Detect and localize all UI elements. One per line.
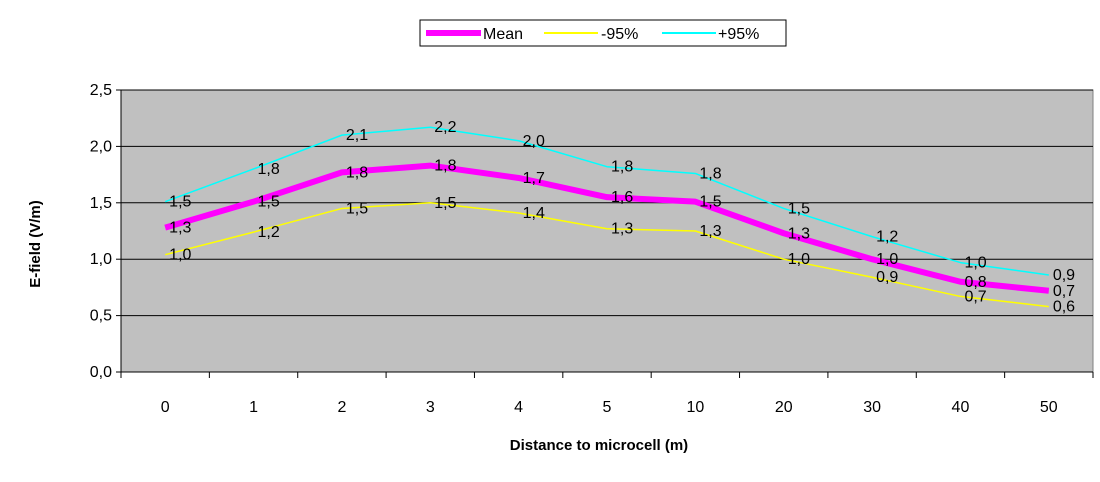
data-label-plus95: 1,5 (169, 194, 191, 211)
data-label-mean: 1,0 (876, 251, 898, 268)
legend: Mean -95% +95% (419, 19, 787, 47)
data-label-plus95: 1,8 (699, 165, 721, 182)
x-tick-label: 5 (603, 399, 612, 416)
data-label-mean: 1,8 (346, 164, 368, 181)
data-label-mean: 1,7 (523, 170, 545, 187)
x-tick-label: 10 (686, 399, 704, 416)
data-label-minus95: 1,5 (346, 200, 368, 217)
y-axis-label: E-field (V/m) (27, 200, 44, 288)
data-label-minus95: 1,3 (611, 221, 633, 238)
data-label-minus95: 1,4 (523, 205, 545, 222)
data-label-mean: 0,7 (1053, 283, 1075, 300)
x-tick-label: 30 (863, 399, 881, 416)
legend-item-mean: Mean (426, 26, 523, 43)
series-line-plus95 (164, 126, 1049, 276)
data-label-minus95: 1,5 (434, 195, 456, 212)
data-label-plus95: 1,5 (788, 200, 810, 217)
data-label-mean: 1,5 (699, 194, 721, 211)
data-label-mean: 0,8 (964, 274, 986, 291)
data-label-mean: 1,8 (434, 158, 456, 175)
x-axis-label: Distance to microcell (m) (510, 437, 688, 454)
data-label-minus95: 1,2 (258, 224, 280, 241)
data-label-plus95: 0,9 (1053, 267, 1075, 284)
data-label-mean: 1,3 (169, 220, 191, 237)
data-label-plus95: 1,0 (964, 255, 986, 272)
data-label-plus95: 2,0 (523, 133, 545, 150)
legend-item-plus95: +95% (662, 26, 759, 43)
data-label-plus95: 2,1 (346, 127, 368, 144)
data-label-minus95: 1,0 (788, 251, 810, 268)
data-label-plus95: 1,8 (258, 161, 280, 178)
data-label-mean: 1,6 (611, 189, 633, 206)
x-tick-label: 20 (775, 399, 793, 416)
legend-label-mean: Mean (483, 26, 523, 43)
plot-layer: 0,0 0,5 1,0 1,5 2,0 2,5 0 1 2 3 4 5 10 20 30 40 50 1,3 1,5… (90, 82, 1094, 416)
x-tick-label: 0 (161, 399, 170, 416)
data-label-plus95: 1,2 (876, 229, 898, 246)
x-tick-label: 50 (1040, 399, 1058, 416)
y-tick-label: 2,0 (90, 138, 112, 155)
legend-label-minus95: -95% (601, 26, 638, 43)
y-tick-label: 2,5 (90, 82, 112, 99)
data-label-minus95: 0,6 (1053, 299, 1075, 316)
data-label-minus95: 1,0 (169, 247, 191, 264)
data-label-minus95: 0,9 (876, 269, 898, 286)
x-tick-label: 1 (249, 399, 258, 416)
y-tick-label: 1,0 (90, 251, 112, 268)
legend-item-minus95: -95% (544, 26, 638, 43)
data-label-plus95: 2,2 (434, 119, 456, 136)
x-tick-label: 40 (952, 399, 970, 416)
y-tick-label: 0,0 (90, 364, 112, 381)
legend-label-plus95: +95% (718, 26, 759, 43)
x-tick-label: 2 (337, 399, 346, 416)
data-label-mean: 1,5 (258, 194, 280, 211)
x-tick-label: 4 (514, 399, 523, 416)
x-tick-label: 3 (426, 399, 435, 416)
data-label-plus95: 1,8 (611, 159, 633, 176)
data-label-minus95: 0,7 (964, 288, 986, 305)
series-line-minus95 (164, 202, 1049, 308)
plot-area (120, 89, 1094, 373)
data-label-minus95: 1,3 (699, 223, 721, 240)
series-line-mean (164, 162, 1050, 294)
y-tick-label: 0,5 (90, 308, 112, 325)
data-label-mean: 1,3 (788, 225, 810, 242)
y-tick-label: 1,5 (90, 195, 112, 212)
